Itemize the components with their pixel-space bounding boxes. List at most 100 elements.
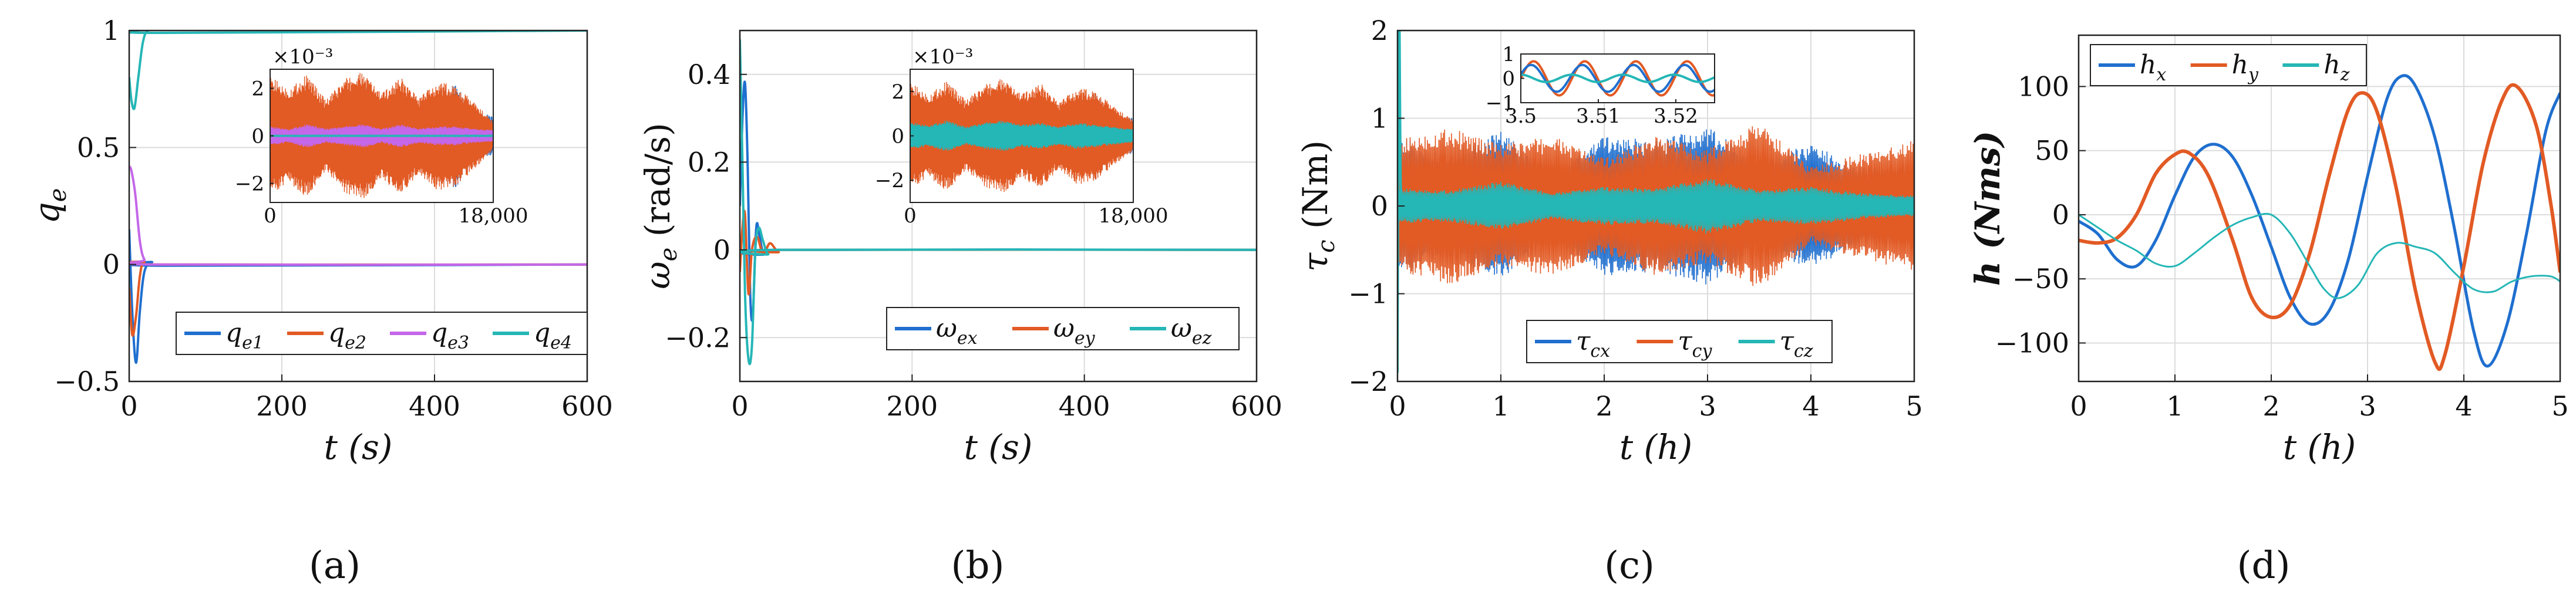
legend-frame xyxy=(2090,44,2367,86)
x-tick-label: 200 xyxy=(886,390,938,422)
signal-band-c2 xyxy=(1398,126,1914,286)
legend: τcx τcy τcz xyxy=(1526,320,1833,363)
y-tick-label: −0.5 xyxy=(54,366,120,397)
x-tick-label: 3.51 xyxy=(1576,104,1621,128)
label-base: q xyxy=(431,318,447,348)
axes-frame xyxy=(128,29,588,383)
chart-panel-b: 0 200 400 600−0.200.20.4t (s)ωe (rad/s)ωex ω… xyxy=(638,29,1282,467)
legend-entry: τcz xyxy=(1780,326,1813,361)
y-tick-label: 2 xyxy=(891,80,904,104)
legend-entry: ωex xyxy=(936,313,978,349)
x-tick-label: 400 xyxy=(1059,390,1110,422)
inset-exponent: ×10⁻³ xyxy=(272,45,333,69)
x-tick-label: 3.52 xyxy=(1654,104,1698,128)
x-tick-label: 5 xyxy=(2551,390,2568,422)
y-tick-label: 100 xyxy=(2018,70,2069,102)
legend: qe1 qe2 qe3 qe4 xyxy=(176,312,588,355)
label-subscript: c xyxy=(1313,239,1340,252)
x-tick-label: 0 xyxy=(120,390,137,422)
panel-label: (b) xyxy=(951,544,1005,587)
x-tick-label: 5 xyxy=(1905,390,1922,422)
label-base: ω xyxy=(1053,313,1075,343)
legend: ωex ωey ωez xyxy=(886,307,1240,350)
label-base: ω xyxy=(1171,313,1192,343)
y-tick-label: 0 xyxy=(1371,190,1388,222)
plot-area xyxy=(2079,74,2560,371)
x-tick-label: 400 xyxy=(409,390,460,422)
panel-label: (a) xyxy=(309,544,361,587)
y-tick-label: 0.2 xyxy=(688,146,730,178)
x-tick-label: 2 xyxy=(2262,390,2279,422)
inset-exponent: ×10⁻³ xyxy=(912,45,973,69)
legend-entry: ωey xyxy=(1053,313,1096,349)
series-line xyxy=(2079,74,2560,368)
label-unit: (Nm) xyxy=(1295,140,1335,239)
label-subscript: x xyxy=(2156,65,2166,85)
label-unit: (rad/s) xyxy=(638,123,678,247)
y-tick-label: 0.4 xyxy=(688,59,730,90)
signal-band-c2 xyxy=(270,73,493,198)
label-subscript: ey xyxy=(1075,328,1096,349)
legend-entry: hz xyxy=(2324,50,2349,85)
label-base: q xyxy=(328,318,345,348)
signal-band-c3 xyxy=(270,124,493,148)
x-tick-label: 18,000 xyxy=(459,204,528,228)
inset-plot-area xyxy=(1521,60,1715,97)
x-tick-label: 18,000 xyxy=(1099,204,1169,228)
x-axis-label: t (s) xyxy=(964,427,1033,467)
legend-entry: qe3 xyxy=(431,318,469,353)
label-subscript: e3 xyxy=(447,333,469,353)
x-tick-label: 0 xyxy=(2070,390,2087,422)
y-tick-label: 0 xyxy=(103,249,120,281)
x-tick-label: 1 xyxy=(2166,390,2183,422)
signal-band-c2 xyxy=(910,79,1133,192)
label-subscript: ez xyxy=(1192,328,1212,349)
x-tick-label: 600 xyxy=(1231,390,1282,422)
legend-entry: τcy xyxy=(1678,326,1712,361)
series-line xyxy=(740,210,1257,296)
y-tick-label: −50 xyxy=(2012,263,2069,295)
series-line xyxy=(740,39,1257,366)
x-tick-label: 0 xyxy=(264,204,277,228)
legend: hx hy hz xyxy=(2090,44,2367,86)
label-base: h xyxy=(2232,50,2248,80)
label-base: ω xyxy=(936,313,957,343)
y-tick-label: −2 xyxy=(1348,366,1388,397)
label-base: q xyxy=(27,202,67,224)
legend-entry: qe2 xyxy=(328,318,366,353)
x-tick-label: 4 xyxy=(2455,390,2472,422)
y-axis-label: τc (Nm) xyxy=(1295,140,1340,272)
y-tick-label: −1 xyxy=(1486,92,1515,115)
signal-band-c4 xyxy=(1398,178,1914,234)
x-axis-label: t (h) xyxy=(1619,427,1692,467)
label-subscript: e xyxy=(655,248,682,262)
label-base: q xyxy=(534,318,550,348)
series-line xyxy=(2079,83,2560,371)
x-tick-label: 600 xyxy=(561,390,613,422)
y-tick-label: 50 xyxy=(2035,135,2069,167)
y-tick-label: 0 xyxy=(2052,199,2069,231)
inset-axes: 3.5 3.51 3.52 10−1 xyxy=(1486,43,1715,128)
y-tick-label: 1 xyxy=(1502,43,1515,66)
inset-background xyxy=(1521,54,1715,103)
y-axis-label: ωe (rad/s) xyxy=(638,123,682,289)
x-axis-label: t (h) xyxy=(2283,427,2356,467)
x-tick-label: 4 xyxy=(1802,390,1819,422)
label-subscript: y xyxy=(2247,65,2259,85)
x-tick-label: 1 xyxy=(1492,390,1509,422)
label-base: τ xyxy=(1576,326,1591,356)
series-line xyxy=(2079,212,2560,299)
y-tick-label: 2 xyxy=(251,77,264,100)
x-axis-label: t (s) xyxy=(324,427,393,467)
plot-area xyxy=(740,39,1257,366)
x-tick-label: 3 xyxy=(1699,390,1716,422)
label-subscript: ex xyxy=(957,328,978,349)
y-tick-label: 0.5 xyxy=(77,131,120,163)
label-base: τ xyxy=(1780,326,1794,356)
axes-frame xyxy=(2077,34,2561,383)
label-base: τ xyxy=(1295,252,1335,272)
y-tick-label: 1 xyxy=(103,15,120,46)
x-tick-label: 0 xyxy=(904,204,917,228)
